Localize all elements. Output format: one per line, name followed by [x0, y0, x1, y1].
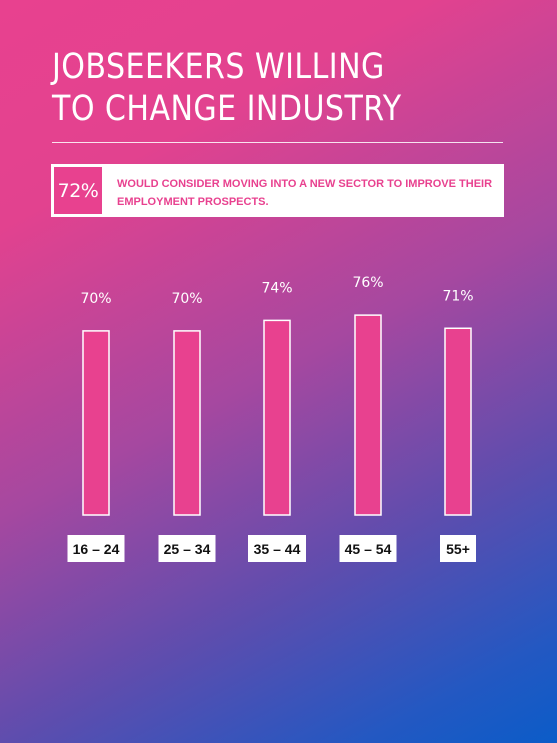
page-title: JOBSEEKERS WILLING TO CHANGE INDUSTRY — [52, 46, 402, 130]
callout-box: 72% WOULD CONSIDER MOVING INTO A NEW SEC… — [51, 164, 504, 217]
category-label-2: 35 – 44 — [254, 541, 301, 557]
bar-0 — [82, 330, 110, 516]
callout-stat: 72% — [54, 167, 102, 214]
title-line-1: JOBSEEKERS WILLING — [52, 47, 385, 87]
bar-1 — [173, 330, 201, 516]
value-label-4: 71% — [442, 288, 473, 304]
category-box-4 — [440, 535, 476, 562]
bar-4 — [444, 327, 472, 516]
category-box-0 — [67, 535, 125, 562]
divider — [52, 142, 503, 143]
callout-text: WOULD CONSIDER MOVING INTO A NEW SECTOR … — [117, 178, 493, 208]
value-label-0: 70% — [80, 291, 111, 307]
value-label-3: 76% — [352, 275, 383, 291]
category-box-3 — [339, 535, 397, 562]
value-label-2: 74% — [261, 280, 292, 296]
category-label-1: 25 – 34 — [164, 541, 211, 557]
bar-2 — [263, 319, 291, 516]
category-box-2 — [248, 535, 306, 562]
bar-3 — [354, 314, 382, 516]
category-label-3: 45 – 54 — [345, 541, 392, 557]
title-line-2: TO CHANGE INDUSTRY — [52, 89, 402, 129]
category-label-4: 55+ — [446, 541, 470, 557]
category-box-1 — [158, 535, 216, 562]
category-label-0: 16 – 24 — [73, 541, 120, 557]
value-label-1: 70% — [171, 291, 202, 307]
